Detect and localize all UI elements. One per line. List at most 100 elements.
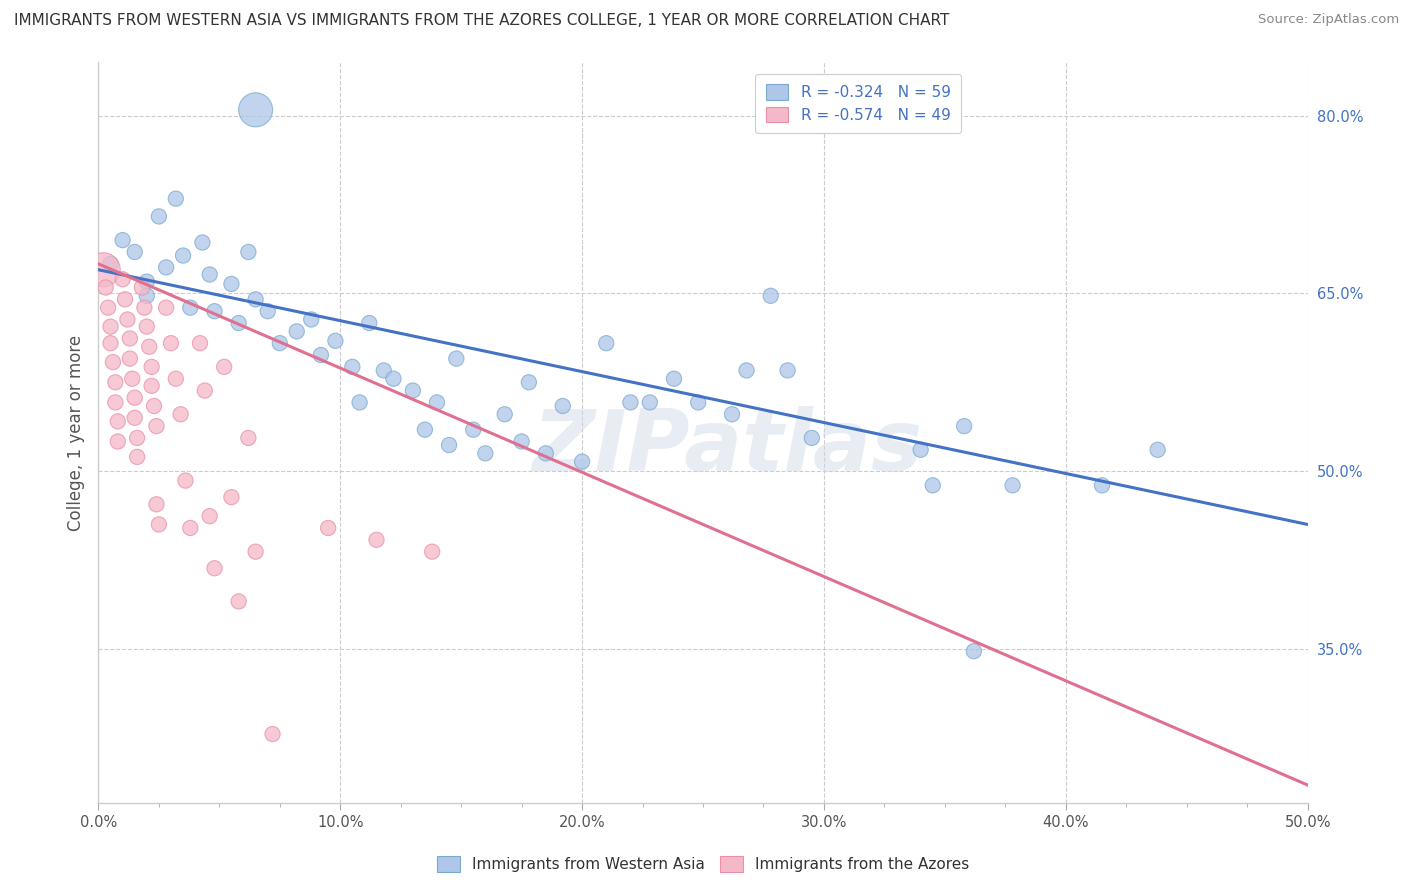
- Point: [510, 434, 533, 449]
- Point: [198, 509, 221, 524]
- Point: [1001, 478, 1024, 492]
- Point: [245, 103, 267, 117]
- Point: [309, 348, 332, 362]
- Point: [100, 319, 122, 334]
- Point: [191, 235, 214, 250]
- Point: [595, 336, 617, 351]
- Point: [135, 319, 157, 334]
- Point: [366, 533, 388, 547]
- Point: [910, 442, 932, 457]
- Point: [221, 277, 243, 291]
- Point: [800, 431, 823, 445]
- Point: [135, 289, 157, 303]
- Point: [141, 359, 163, 374]
- Point: [420, 544, 443, 558]
- Point: [100, 336, 122, 351]
- Point: [121, 372, 143, 386]
- Point: [138, 340, 160, 354]
- Point: [245, 544, 267, 558]
- Text: Source: ZipAtlas.com: Source: ZipAtlas.com: [1258, 13, 1399, 27]
- Point: [160, 336, 183, 351]
- Point: [104, 395, 127, 409]
- Point: [169, 407, 191, 421]
- Point: [114, 293, 136, 307]
- Point: [172, 248, 194, 262]
- Point: [135, 275, 157, 289]
- Point: [117, 312, 139, 326]
- Point: [124, 244, 146, 259]
- Point: [148, 517, 170, 532]
- Point: [1091, 478, 1114, 492]
- Legend: R = -0.324   N = 59, R = -0.574   N = 49: R = -0.324 N = 59, R = -0.574 N = 49: [755, 74, 962, 133]
- Point: [101, 355, 124, 369]
- Point: [198, 268, 221, 282]
- Point: [155, 260, 177, 275]
- Point: [921, 478, 943, 492]
- Text: IMMIGRANTS FROM WESTERN ASIA VS IMMIGRANTS FROM THE AZORES COLLEGE, 1 YEAR OR MO: IMMIGRANTS FROM WESTERN ASIA VS IMMIGRAN…: [14, 13, 949, 29]
- Point: [111, 233, 134, 247]
- Legend: Immigrants from Western Asia, Immigrants from the Azores: Immigrants from Western Asia, Immigrants…: [429, 848, 977, 880]
- Point: [1146, 442, 1168, 457]
- Y-axis label: College, 1 year or more: College, 1 year or more: [66, 334, 84, 531]
- Point: [127, 431, 149, 445]
- Point: [571, 455, 593, 469]
- Point: [91, 262, 114, 277]
- Point: [124, 391, 146, 405]
- Point: [107, 434, 129, 449]
- Point: [228, 594, 250, 608]
- Point: [349, 395, 371, 409]
- Point: [194, 384, 217, 398]
- Point: [662, 372, 685, 386]
- Point: [285, 324, 308, 338]
- Point: [212, 359, 235, 374]
- Point: [638, 395, 661, 409]
- Point: [204, 561, 226, 575]
- Point: [155, 301, 177, 315]
- Point: [204, 304, 226, 318]
- Point: [325, 334, 347, 348]
- Point: [165, 192, 187, 206]
- Point: [402, 384, 425, 398]
- Point: [127, 450, 149, 464]
- Point: [111, 272, 134, 286]
- Point: [238, 244, 260, 259]
- Point: [299, 312, 322, 326]
- Point: [517, 376, 540, 390]
- Point: [228, 316, 250, 330]
- Point: [131, 280, 153, 294]
- Point: [145, 419, 167, 434]
- Text: ZIPatlas: ZIPatlas: [531, 406, 922, 489]
- Point: [426, 395, 449, 409]
- Point: [619, 395, 641, 409]
- Point: [221, 490, 243, 504]
- Point: [107, 414, 129, 428]
- Point: [134, 301, 156, 315]
- Point: [148, 210, 170, 224]
- Point: [245, 293, 267, 307]
- Point: [474, 446, 496, 460]
- Point: [145, 497, 167, 511]
- Point: [174, 474, 197, 488]
- Point: [463, 423, 485, 437]
- Point: [776, 363, 799, 377]
- Point: [551, 399, 574, 413]
- Point: [342, 359, 364, 374]
- Point: [735, 363, 758, 377]
- Point: [118, 331, 141, 345]
- Point: [413, 423, 436, 437]
- Point: [124, 410, 146, 425]
- Point: [179, 521, 201, 535]
- Point: [141, 379, 163, 393]
- Point: [437, 438, 460, 452]
- Point: [953, 419, 976, 434]
- Point: [382, 372, 405, 386]
- Point: [165, 372, 187, 386]
- Point: [179, 301, 201, 315]
- Point: [97, 301, 120, 315]
- Point: [188, 336, 211, 351]
- Point: [373, 363, 395, 377]
- Point: [688, 395, 710, 409]
- Point: [359, 316, 381, 330]
- Point: [446, 351, 468, 366]
- Point: [143, 399, 166, 413]
